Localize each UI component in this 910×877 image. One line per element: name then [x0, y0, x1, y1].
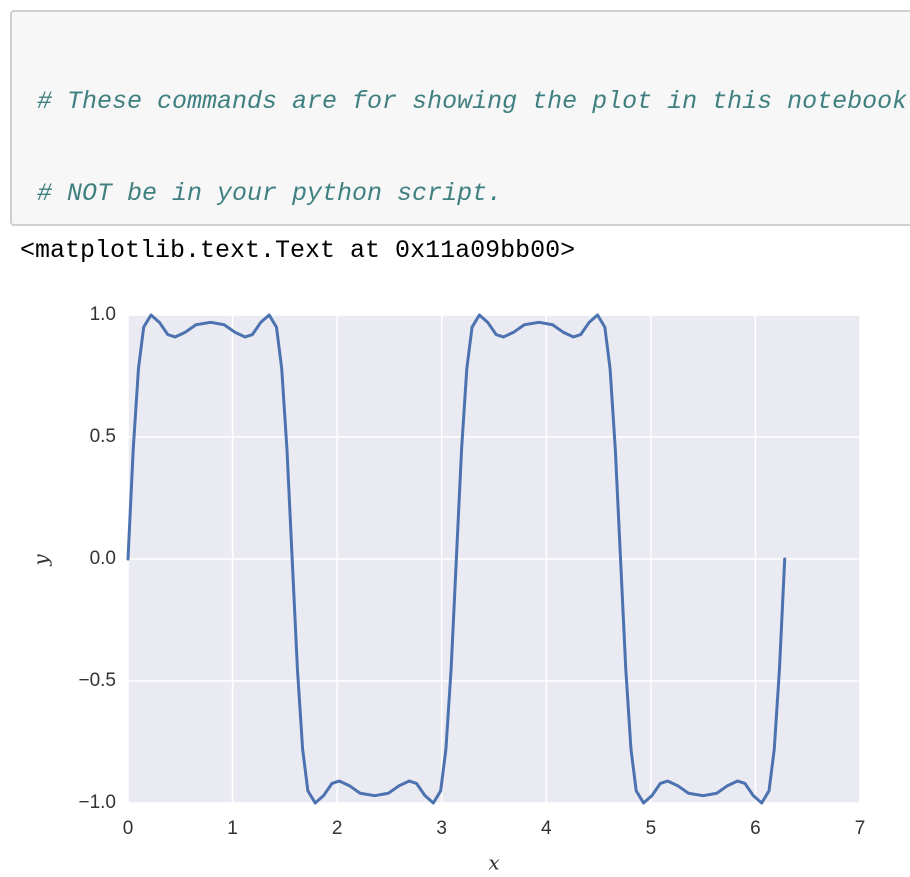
x-tick-label: 5 [646, 818, 657, 839]
y-axis-label: y [29, 554, 53, 567]
line [126, 313, 787, 805]
x-tick-label: 2 [332, 818, 343, 839]
x-tick-label: 1 [227, 818, 238, 839]
x-tick-label: 4 [541, 818, 552, 839]
comment: # NOT be in your python script. [37, 178, 503, 208]
y-tick-label: 0.5 [90, 426, 116, 447]
x-tick-label: 6 [750, 818, 761, 839]
y-tick-label: −1.0 [78, 792, 116, 813]
code: # These commands are for showing the plo… [37, 26, 907, 224]
x-axis-label: x [488, 851, 499, 875]
y-tick-label: −0.5 [78, 670, 116, 691]
comment: # These commands are for showing the plo… [37, 87, 908, 117]
code-line: # NOT be in your python script. [37, 179, 907, 210]
output-text: <matplotlib.text.Text at 0x11a09bb00> [20, 236, 576, 265]
code-cell[interactable]: # These commands are for showing the plo… [10, 10, 910, 226]
x-tick-label: 7 [855, 818, 866, 839]
x-tick-label: 3 [436, 818, 447, 839]
x-tick-label: 0 [123, 818, 134, 839]
y-tick-label: 0.0 [90, 548, 116, 569]
code-line: # These commands are for showing the plo… [37, 87, 907, 118]
y-tick-label: 1.0 [90, 304, 116, 325]
